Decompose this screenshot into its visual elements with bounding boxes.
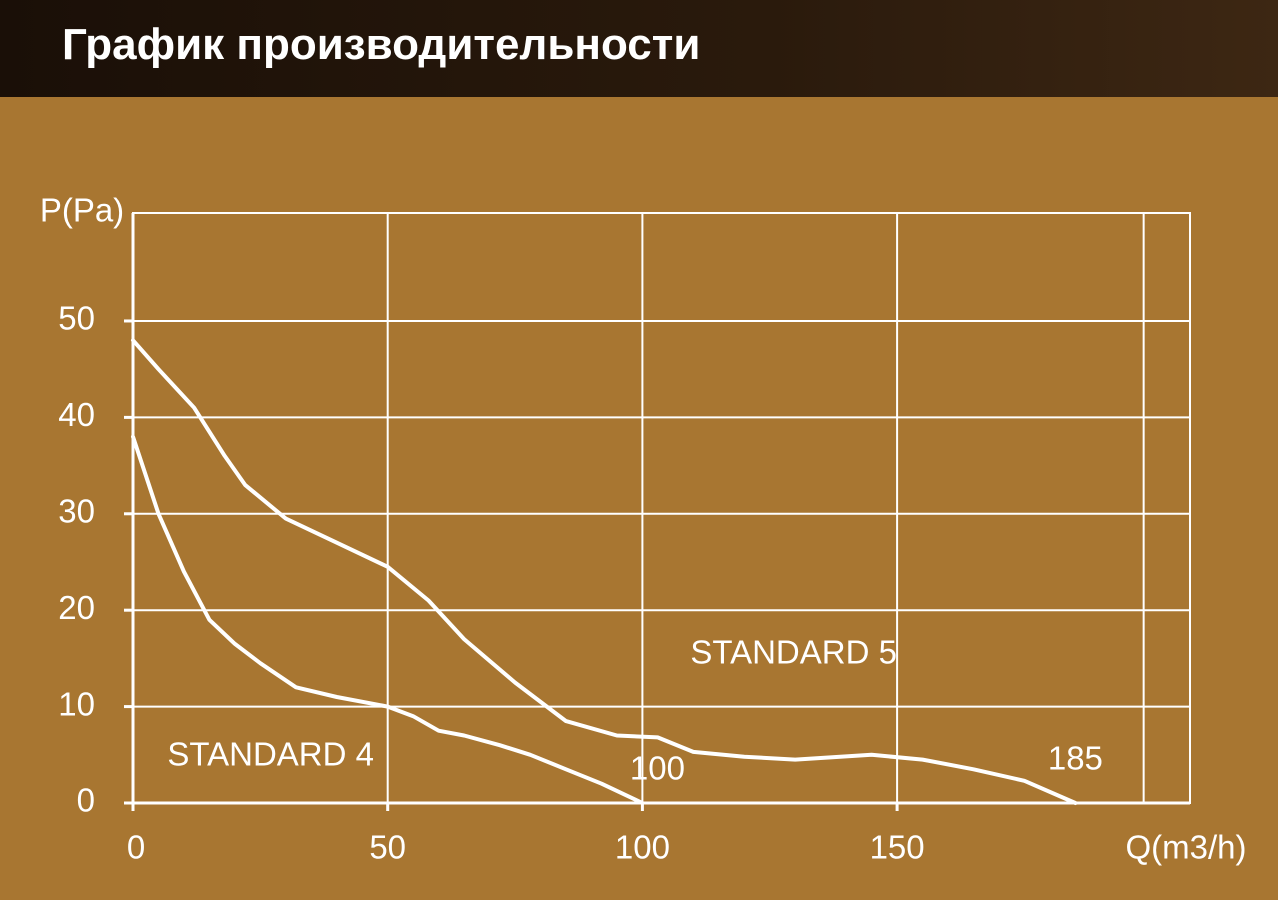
x-tick-label: 100 — [615, 829, 670, 866]
series-label: STANDARD 5 — [690, 634, 897, 671]
y-tick-label: 20 — [58, 589, 95, 626]
x-tick-label: 150 — [870, 829, 925, 866]
y-tick-label: 40 — [58, 396, 95, 433]
title: График производительности — [62, 20, 701, 69]
y-tick-label: 30 — [58, 493, 95, 530]
end-label: 185 — [1048, 740, 1103, 777]
series-line — [131, 434, 645, 805]
y-tick-label: 0 — [77, 782, 95, 819]
x-tick-label: 50 — [369, 829, 406, 866]
y-tick-label: 10 — [58, 685, 95, 722]
x-tick-label: 0 — [127, 829, 145, 866]
plot-frame — [132, 212, 1191, 804]
header: График производительности — [0, 0, 1278, 97]
y-axis-label: P(Pa) — [40, 192, 124, 229]
end-label: 100 — [630, 750, 685, 787]
x-axis-label: Q(m3/h) — [1125, 829, 1246, 866]
series-line — [131, 338, 1078, 805]
y-tick-label: 50 — [58, 300, 95, 337]
series-label: STANDARD 4 — [167, 736, 374, 773]
